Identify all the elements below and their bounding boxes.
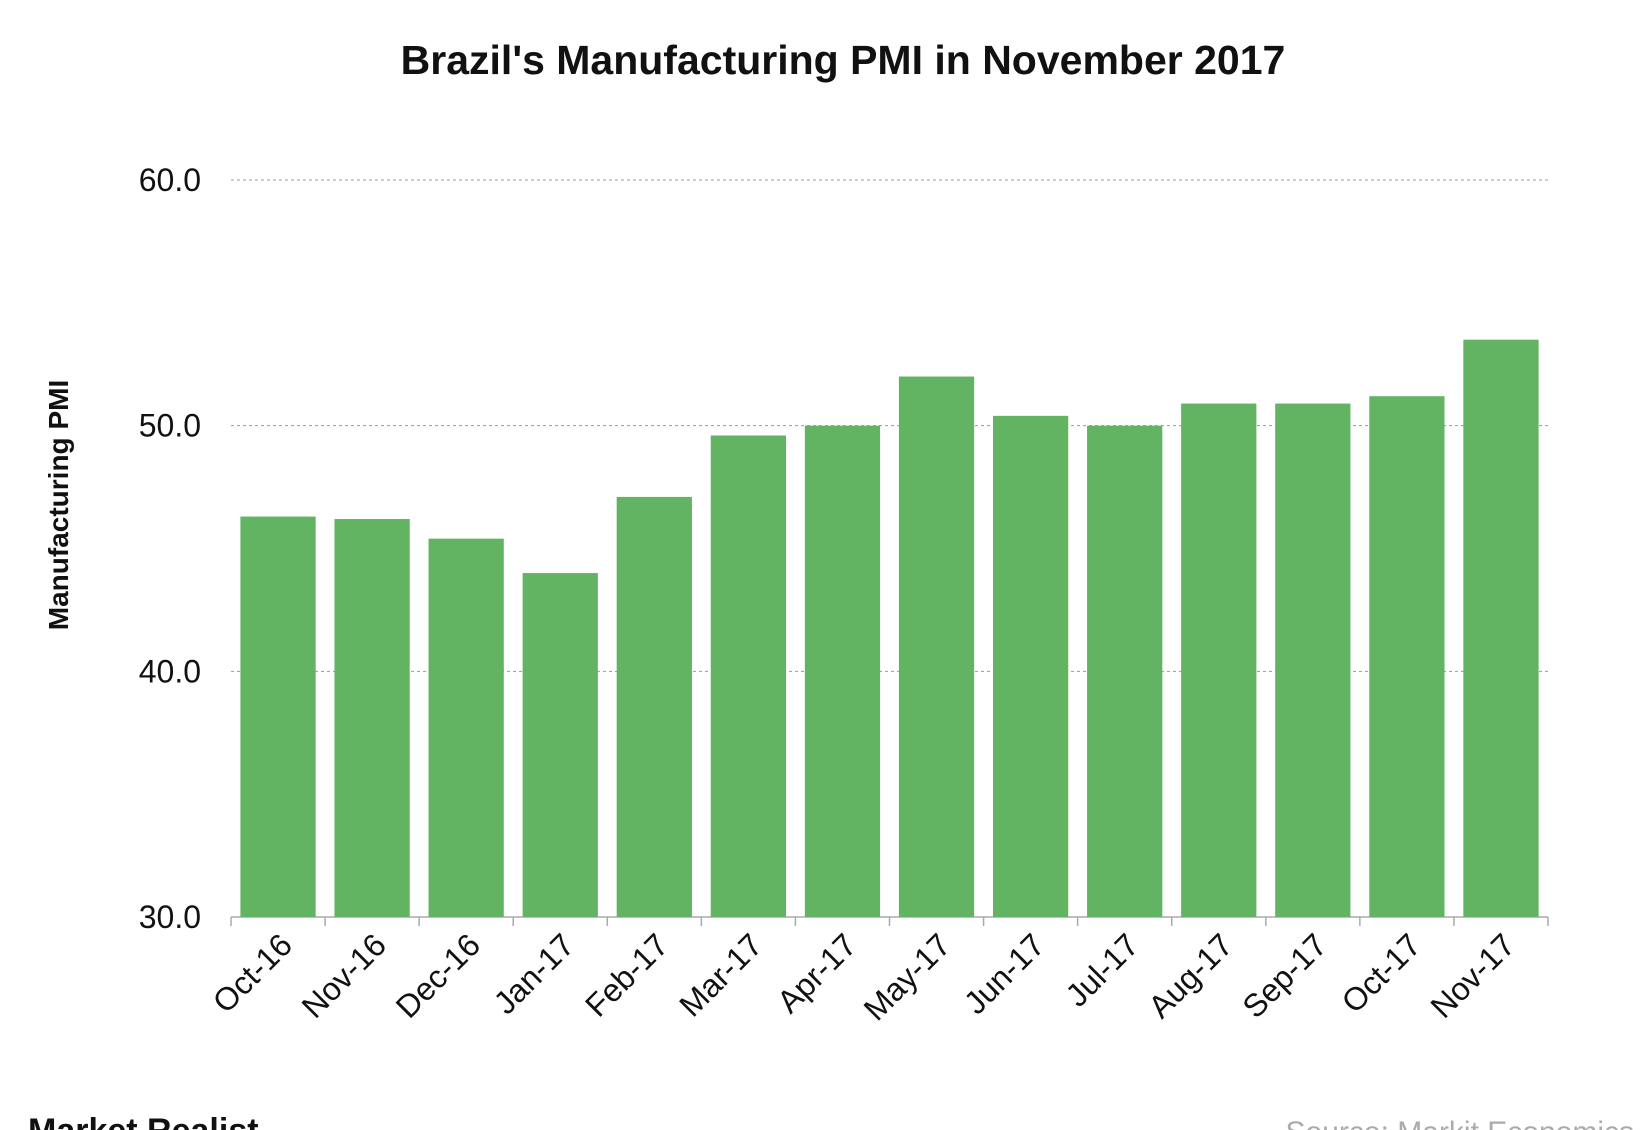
- bar: [710, 435, 787, 917]
- y-tick-label: 50.0: [139, 408, 201, 444]
- x-tick-label: Dec-16: [389, 926, 487, 1024]
- logo: Market Realist: [28, 1112, 259, 1130]
- x-tick-label: May-17: [857, 926, 958, 1027]
- bar: [1181, 403, 1257, 918]
- bar: [1463, 339, 1539, 917]
- bar: [898, 376, 975, 917]
- x-tick-label: Oct-17: [1334, 926, 1427, 1019]
- x-tick-label: Nov-16: [295, 926, 393, 1024]
- x-tick-label: Jan-17: [487, 926, 582, 1021]
- x-tick-label: Jul-17: [1059, 926, 1146, 1013]
- x-tick-label: Aug-17: [1141, 926, 1239, 1024]
- y-tick-label: 60.0: [139, 162, 201, 198]
- source: Source: Markit Economics: [1286, 1116, 1634, 1130]
- chart-title: Brazil's Manufacturing PMI in November 2…: [401, 37, 1286, 83]
- bar: [428, 538, 504, 917]
- x-tick-label: Jun-17: [957, 926, 1052, 1021]
- y-tick-label: 40.0: [139, 653, 201, 689]
- y-tick-label: 30.0: [139, 899, 201, 935]
- bar: [1369, 396, 1445, 918]
- bar: [1275, 403, 1351, 918]
- bar: [522, 573, 598, 917]
- x-tick-label: Sep-17: [1235, 926, 1333, 1024]
- bar: [804, 425, 881, 917]
- bar: [992, 415, 1069, 917]
- bar: [616, 496, 692, 917]
- x-tick-label: Oct-16: [206, 926, 299, 1019]
- bar: [334, 519, 410, 917]
- y-axis-label: Manufacturing PMI: [43, 380, 74, 630]
- x-tick-label: Apr-17: [770, 926, 863, 1019]
- x-tick-label: Nov-17: [1424, 926, 1522, 1024]
- bar: [1087, 425, 1163, 917]
- x-tick-label: Feb-17: [578, 926, 675, 1023]
- bar: [240, 516, 316, 917]
- x-tick-label: Mar-17: [672, 926, 769, 1023]
